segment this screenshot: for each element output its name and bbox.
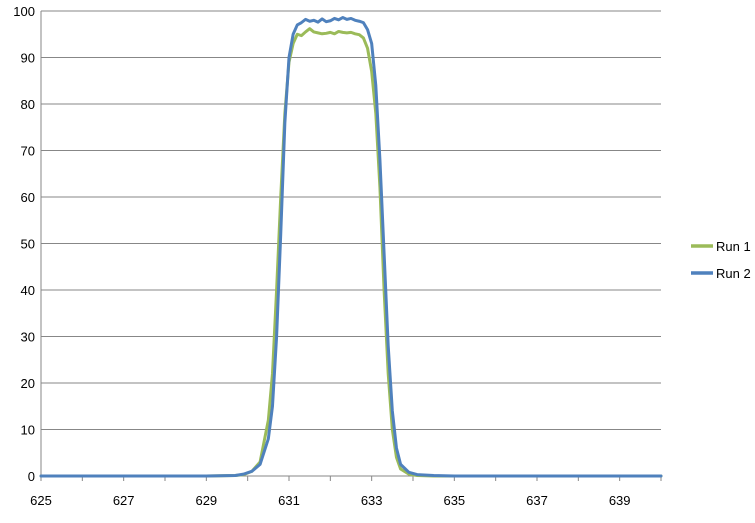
legend-label-1: Run 1 (716, 239, 751, 254)
series-line-2 (39, 16, 663, 478)
y-tick-label: 0 (28, 469, 35, 484)
series-line-1 (39, 27, 663, 478)
x-tick-label: 639 (609, 493, 631, 508)
y-tick-label: 50 (21, 237, 35, 252)
x-tick-label: 635 (443, 493, 465, 508)
x-tick-label: 633 (361, 493, 383, 508)
y-tick-label: 70 (21, 144, 35, 159)
x-tick-label: 629 (195, 493, 217, 508)
x-tick-label: 627 (113, 493, 135, 508)
x-tick-label: 631 (278, 493, 300, 508)
legend-label-2: Run 2 (716, 266, 751, 281)
y-tick-label: 30 (21, 330, 35, 345)
x-tick-label: 637 (526, 493, 548, 508)
y-tick-label: 20 (21, 376, 35, 391)
y-tick-label: 80 (21, 97, 35, 112)
y-tick-label: 60 (21, 190, 35, 205)
y-tick-label: 40 (21, 283, 35, 298)
y-tick-label: 10 (21, 423, 35, 438)
x-tick-label: 625 (30, 493, 52, 508)
y-tick-label: 100 (13, 4, 35, 19)
y-tick-label: 90 (21, 51, 35, 66)
